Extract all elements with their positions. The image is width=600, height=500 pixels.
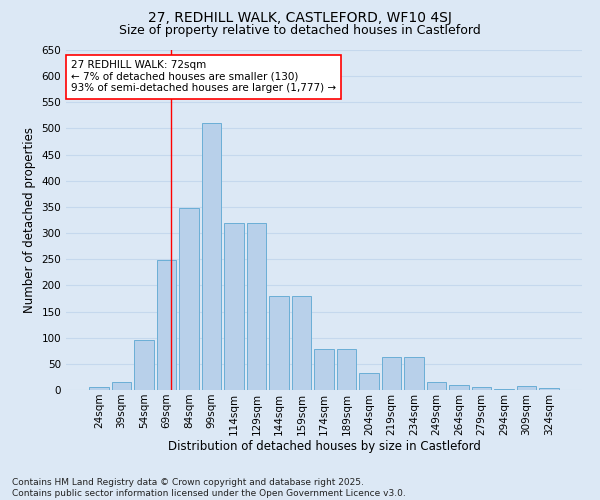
Bar [89,388,109,390]
Bar [382,357,401,390]
X-axis label: Distribution of detached houses by size in Castleford: Distribution of detached houses by size … [167,440,481,454]
Bar [494,389,514,390]
Bar [472,388,491,390]
Bar [404,357,424,390]
Bar [224,222,244,390]
Bar [539,388,559,390]
Text: 27, REDHILL WALK, CASTLEFORD, WF10 4SJ: 27, REDHILL WALK, CASTLEFORD, WF10 4SJ [148,11,452,25]
Bar [179,208,199,390]
Bar [247,222,266,390]
Bar [427,382,446,390]
Bar [134,340,154,390]
Bar [202,123,221,390]
Bar [359,372,379,390]
Bar [157,260,176,390]
Bar [269,296,289,390]
Text: Contains HM Land Registry data © Crown copyright and database right 2025.
Contai: Contains HM Land Registry data © Crown c… [12,478,406,498]
Bar [314,349,334,390]
Bar [112,382,131,390]
Bar [337,349,356,390]
Bar [517,386,536,390]
Bar [449,385,469,390]
Bar [292,296,311,390]
Text: Size of property relative to detached houses in Castleford: Size of property relative to detached ho… [119,24,481,37]
Text: 27 REDHILL WALK: 72sqm
← 7% of detached houses are smaller (130)
93% of semi-det: 27 REDHILL WALK: 72sqm ← 7% of detached … [71,60,336,94]
Y-axis label: Number of detached properties: Number of detached properties [23,127,36,313]
